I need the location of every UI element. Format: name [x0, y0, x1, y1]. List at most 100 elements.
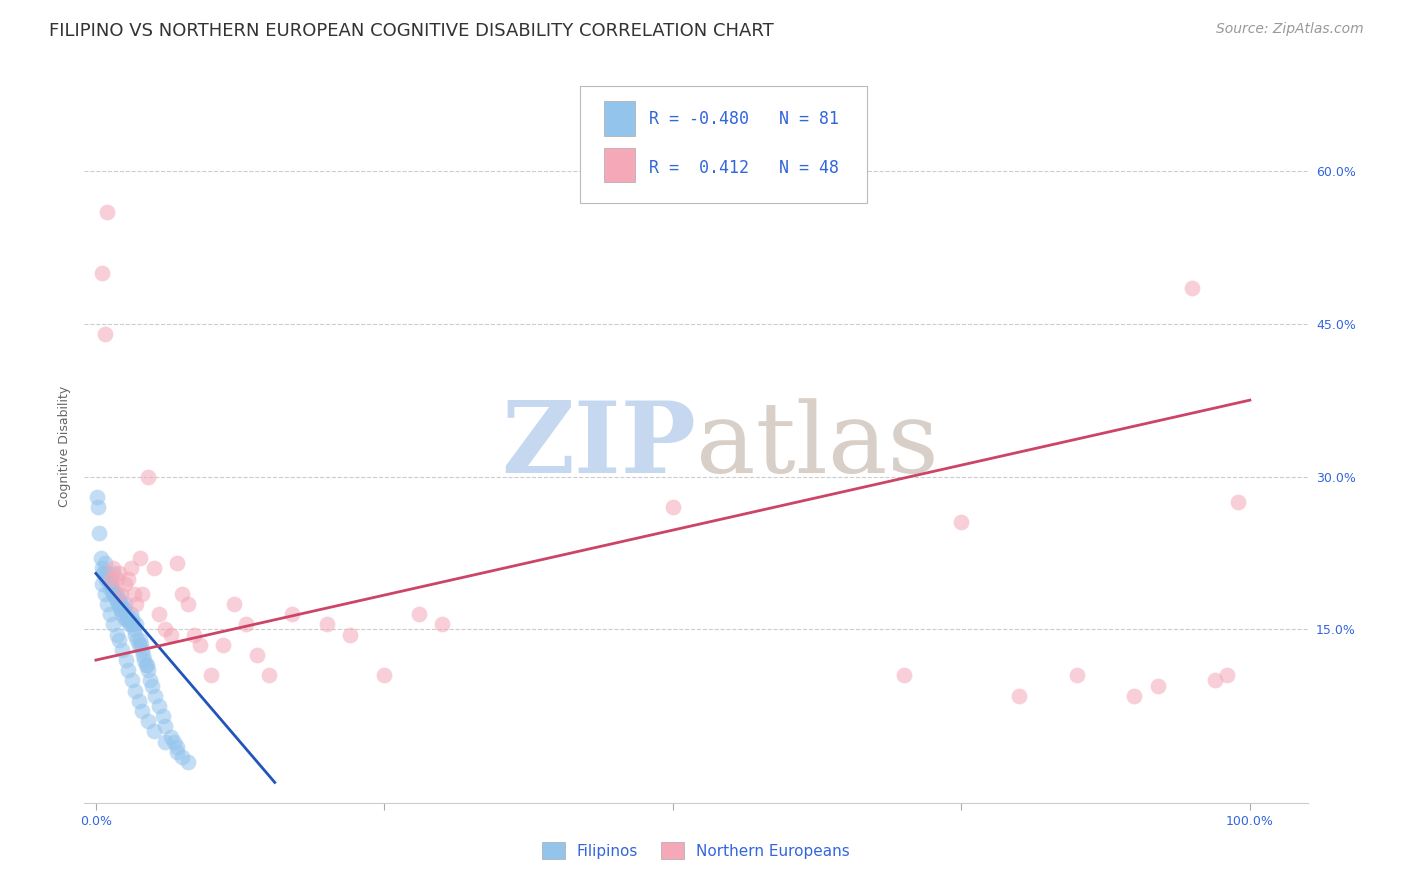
Point [177, 755, 200, 769]
Point [224, 597, 246, 611]
Point [96, 572, 118, 586]
Point [108, 632, 131, 647]
Point [1008, 689, 1031, 703]
Point [128, 638, 150, 652]
Point [117, 572, 139, 586]
Point [142, 561, 165, 575]
Point [172, 750, 194, 764]
Point [104, 591, 127, 606]
Point [115, 653, 138, 667]
Point [108, 591, 131, 606]
Point [103, 566, 125, 581]
Text: ZIP: ZIP [501, 398, 696, 494]
Point [153, 719, 176, 733]
Point [121, 617, 143, 632]
Point [114, 612, 136, 626]
Text: R = -0.480   N = 81: R = -0.480 N = 81 [650, 111, 839, 128]
Point [200, 668, 222, 682]
Point [93, 566, 115, 581]
Point [153, 623, 176, 637]
Point [129, 638, 152, 652]
Point [111, 643, 134, 657]
Point [103, 587, 125, 601]
Text: Source: ZipAtlas.com: Source: ZipAtlas.com [1216, 22, 1364, 37]
Point [134, 653, 156, 667]
Point [115, 612, 138, 626]
Point [136, 714, 159, 729]
Point [183, 627, 205, 641]
Point [1146, 679, 1168, 693]
Point [101, 582, 124, 596]
Point [135, 658, 157, 673]
FancyBboxPatch shape [579, 86, 868, 203]
Point [148, 607, 170, 622]
Text: atlas: atlas [696, 398, 939, 494]
Point [105, 572, 128, 586]
Point [90, 266, 112, 280]
Text: FILIPINO VS NORTHERN EUROPEAN COGNITIVE DISABILITY CORRELATION CHART: FILIPINO VS NORTHERN EUROPEAN COGNITIVE … [49, 22, 773, 40]
Point [122, 587, 145, 601]
Point [315, 617, 337, 632]
Point [96, 566, 118, 581]
Point [662, 500, 685, 515]
Point [131, 704, 153, 718]
Point [98, 607, 121, 622]
Point [108, 597, 131, 611]
Point [141, 679, 163, 693]
Point [120, 561, 142, 575]
FancyBboxPatch shape [605, 102, 636, 136]
Point [131, 587, 153, 601]
Point [1227, 495, 1250, 509]
Point [94, 326, 117, 341]
FancyBboxPatch shape [605, 148, 636, 182]
Point [1123, 689, 1146, 703]
Point [152, 709, 174, 723]
Point [172, 587, 194, 601]
Point [950, 516, 973, 530]
Point [136, 663, 159, 677]
Point [135, 658, 157, 673]
Point [124, 683, 146, 698]
Point [121, 673, 143, 688]
Point [86, 490, 108, 504]
Point [105, 627, 128, 641]
Point [281, 607, 304, 622]
Point [1204, 673, 1226, 688]
Point [120, 617, 142, 632]
Point [430, 617, 453, 632]
Point [893, 668, 915, 682]
Point [105, 591, 128, 606]
Point [94, 587, 117, 601]
Point [90, 576, 112, 591]
Point [339, 627, 361, 641]
Point [1181, 281, 1204, 295]
Point [91, 566, 114, 581]
Point [100, 576, 122, 591]
Point [96, 572, 118, 586]
Point [128, 551, 150, 566]
Point [89, 551, 111, 566]
Point [166, 739, 188, 754]
Point [103, 561, 125, 575]
Point [128, 632, 150, 647]
Point [110, 597, 132, 611]
Point [177, 597, 200, 611]
Point [132, 648, 155, 662]
Point [136, 469, 159, 483]
Point [139, 673, 162, 688]
Point [160, 627, 183, 641]
Point [166, 556, 188, 570]
Point [122, 623, 145, 637]
Point [110, 602, 132, 616]
Point [117, 663, 139, 677]
Point [107, 597, 129, 611]
Point [125, 597, 148, 611]
Point [127, 632, 149, 647]
Point [121, 612, 143, 626]
Point [1216, 668, 1239, 682]
Text: R =  0.412   N = 48: R = 0.412 N = 48 [650, 159, 839, 177]
Point [108, 602, 131, 616]
Point [94, 556, 117, 570]
Point [98, 576, 121, 591]
Point [98, 582, 121, 596]
